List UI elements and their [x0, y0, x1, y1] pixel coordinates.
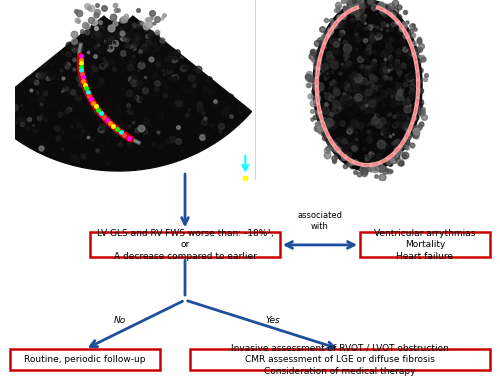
- Text: Invasive assessment of RVOT / LVOT obstruction
CMR assessment of LGE or diffuse : Invasive assessment of RVOT / LVOT obstr…: [231, 343, 449, 376]
- Polygon shape: [0, 16, 252, 171]
- FancyBboxPatch shape: [360, 232, 490, 257]
- FancyBboxPatch shape: [10, 349, 160, 370]
- Polygon shape: [313, 0, 422, 171]
- Text: Yes: Yes: [265, 316, 280, 325]
- Text: Routine, periodic follow-up: Routine, periodic follow-up: [24, 355, 146, 364]
- Text: LV GLS and RV FWS worse than: -18%¹,
or
A decrease compared to earlier: LV GLS and RV FWS worse than: -18%¹, or …: [96, 229, 274, 261]
- Text: No: No: [114, 316, 126, 325]
- FancyBboxPatch shape: [90, 232, 280, 257]
- Text: associated
with: associated with: [298, 211, 343, 231]
- FancyBboxPatch shape: [190, 349, 490, 370]
- Text: Ventricular arrythmias
Mortality
Heart failure: Ventricular arrythmias Mortality Heart f…: [374, 229, 476, 261]
